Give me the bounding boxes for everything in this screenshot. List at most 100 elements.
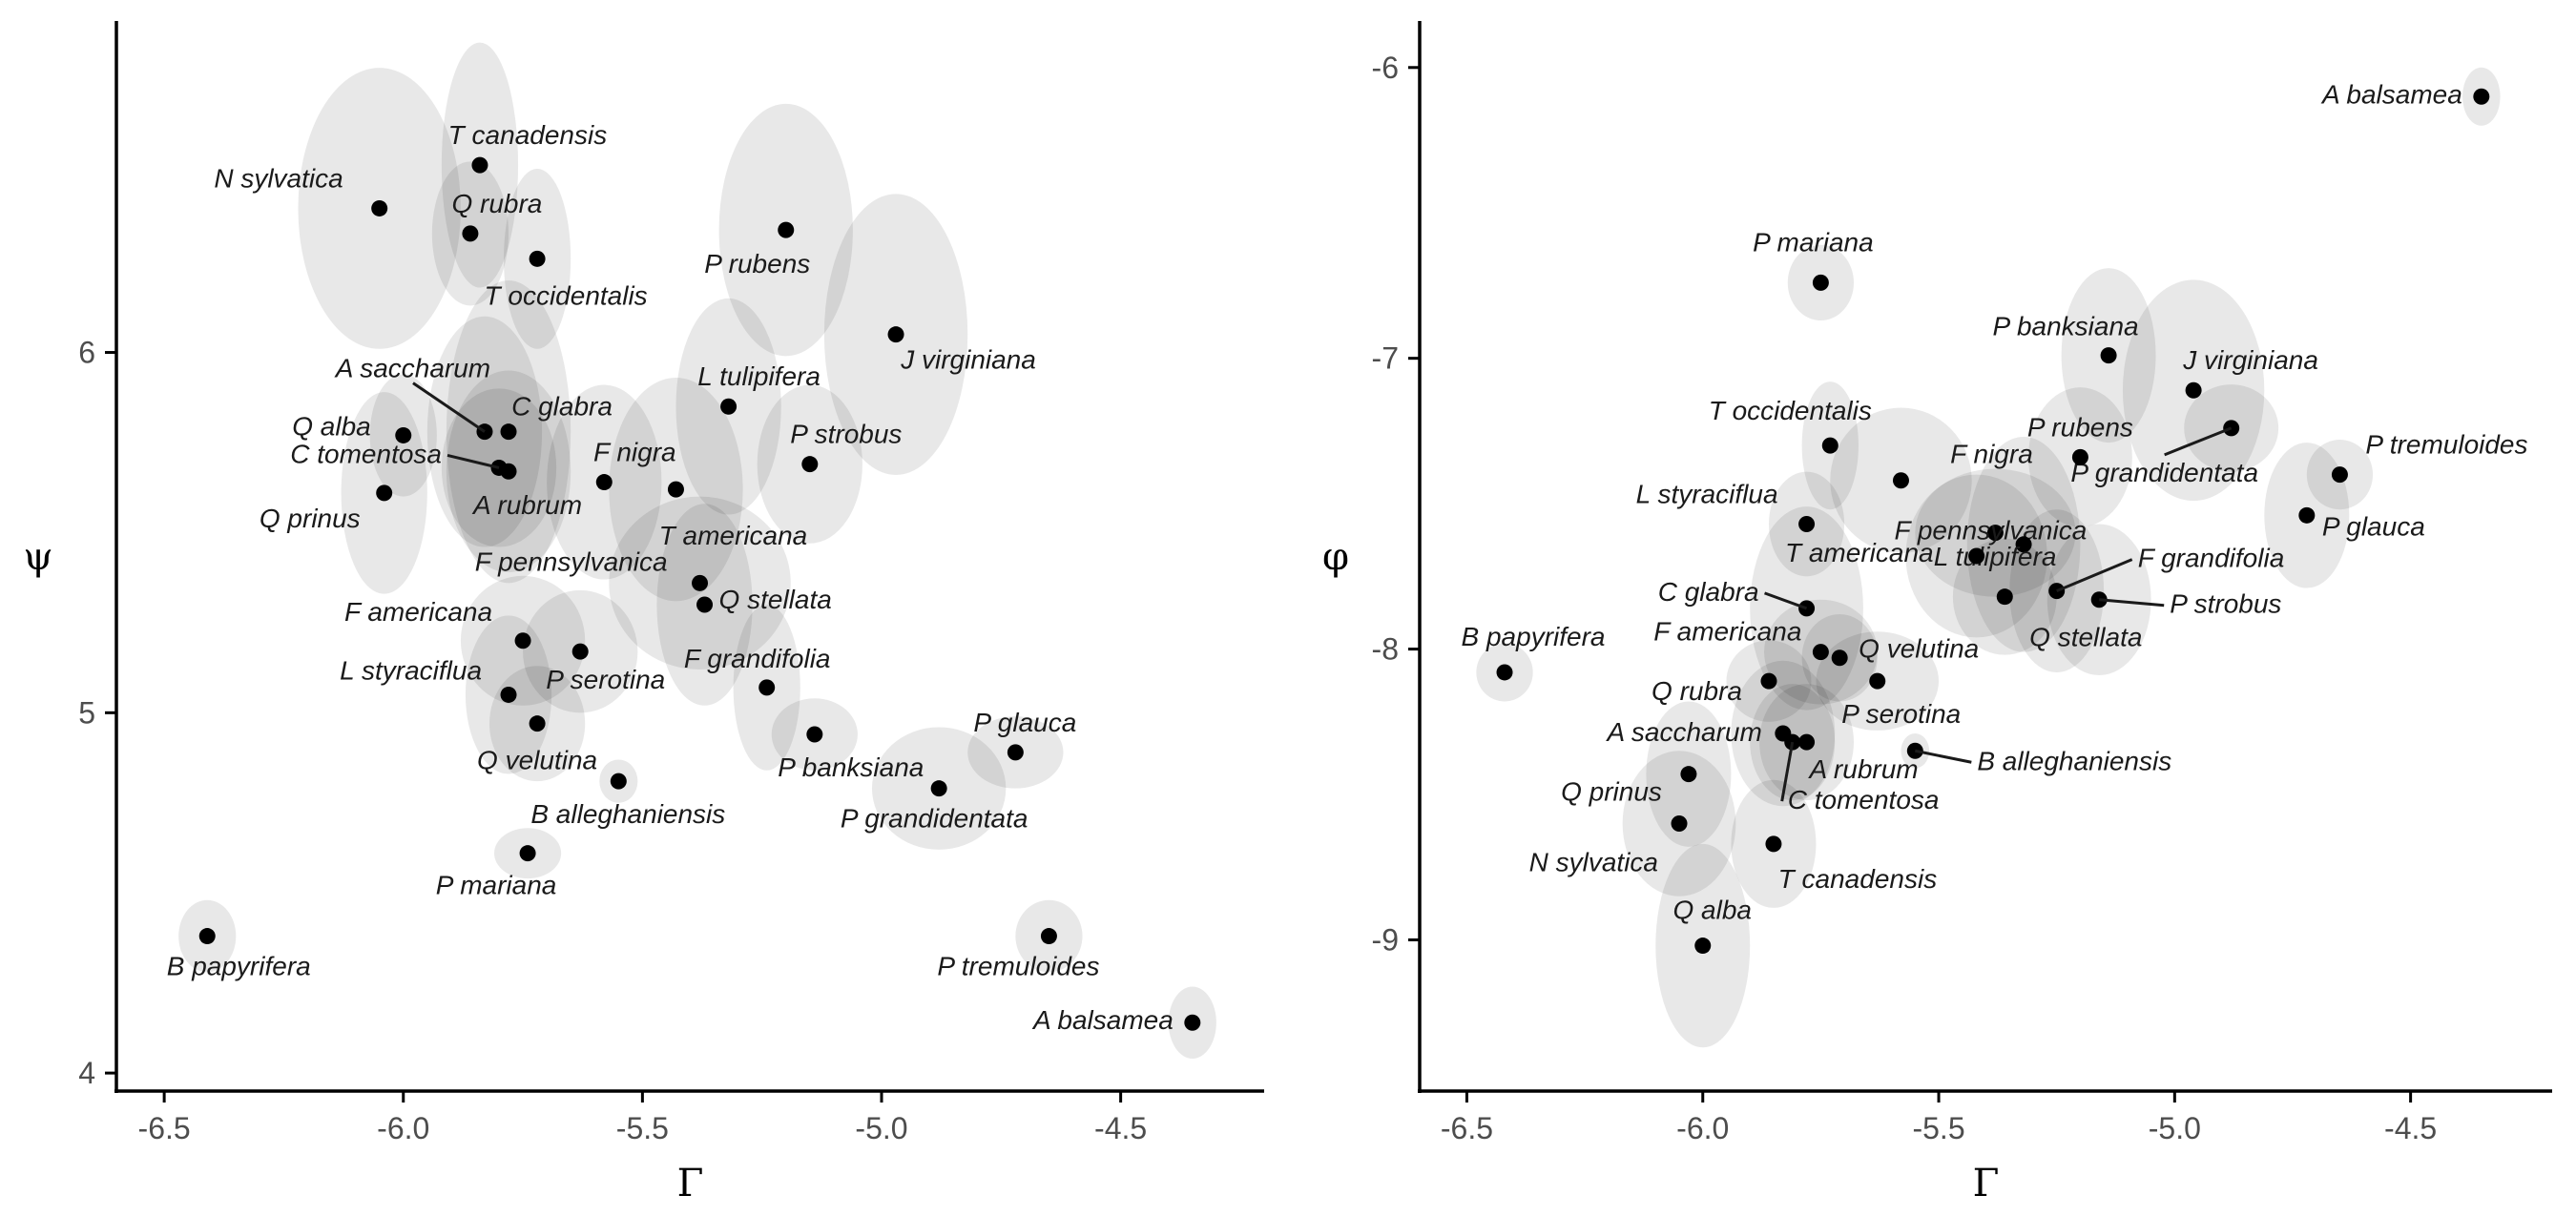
x-axis-title: Γ	[1973, 1162, 2000, 1206]
y-axis-title: φ	[1322, 535, 1349, 579]
point-label: Q velutina	[1859, 634, 1979, 664]
data-point	[595, 474, 613, 491]
point-label: L styraciflua	[1636, 479, 1778, 508]
point-label: P serotina	[546, 665, 665, 694]
point-label: Q alba	[1673, 896, 1753, 925]
data-point	[1765, 835, 1782, 853]
point-label: Q stellata	[719, 585, 832, 614]
y-tick-label: 4	[78, 1056, 95, 1090]
point-label: F grandifolia	[684, 644, 831, 673]
panel-phi: -6.5 -6.0 -5.5 -5.0 -4.5 -9 -8 -7 -6 Γφ A balsamea…	[1322, 21, 2552, 1206]
data-point	[529, 250, 546, 267]
point-label: F americana	[344, 597, 492, 627]
point-label: L tulipifera	[1934, 542, 2057, 571]
point-label: P grandidentata	[841, 804, 1028, 834]
point-label: Q rubra	[451, 189, 542, 218]
data-point	[610, 773, 627, 790]
point-label: A saccharum	[334, 354, 490, 383]
point-label: P glauca	[2322, 511, 2425, 541]
data-point	[1986, 525, 2004, 542]
data-point	[198, 928, 216, 945]
panel-psi: -6.5 -6.0 -5.5 -5.0 -4.5 4 5 6 Γψ N sylvatica T ca…	[23, 21, 1264, 1206]
data-point	[1892, 472, 1909, 489]
y-tick-label: -8	[1372, 632, 1399, 667]
data-point	[500, 463, 517, 480]
point-label: T americana	[1785, 538, 1934, 567]
data-point	[1831, 649, 1848, 667]
data-point	[571, 643, 589, 660]
data-point	[1680, 766, 1697, 783]
data-point	[2015, 536, 2032, 553]
point-label: F nigra	[593, 438, 676, 467]
point-label: T occidentalis	[1709, 396, 1872, 425]
point-label: A balsamea	[2320, 79, 2462, 109]
data-point	[529, 715, 546, 732]
point-label: A rubrum	[471, 490, 582, 520]
point-label: P tremuloides	[937, 952, 1099, 981]
data-point	[395, 426, 412, 443]
x-tick-label: -6.0	[377, 1111, 429, 1145]
data-point	[462, 225, 479, 242]
data-point	[2298, 506, 2316, 524]
x-tick-label: -5.0	[855, 1111, 907, 1145]
point-label: A saccharum	[1605, 717, 1761, 747]
label-leader-line	[1764, 591, 1808, 610]
point-label: T occidentalis	[485, 280, 648, 310]
data-point	[1996, 588, 2013, 606]
point-label: P glauca	[973, 708, 1076, 737]
data-point	[1760, 672, 1777, 690]
data-point	[500, 686, 517, 703]
point-label: P rubens	[704, 249, 810, 278]
data-point	[1184, 1014, 1201, 1031]
point-label: Q prinus	[1561, 777, 1662, 807]
data-point	[2071, 448, 2088, 465]
x-tick-label: -4.5	[1094, 1111, 1147, 1145]
point-label: F nigra	[1950, 440, 2033, 469]
label-leader-line	[2099, 598, 2165, 608]
point-label: N sylvatica	[1529, 848, 1658, 877]
data-point	[514, 632, 531, 649]
data-point	[696, 596, 714, 613]
data-point	[1694, 938, 1712, 955]
point-label: L tulipifera	[697, 361, 821, 391]
point-label: C tomentosa	[290, 439, 442, 468]
x-tick-label: -5.0	[2149, 1111, 2201, 1145]
point-label: P serotina	[1841, 699, 1961, 729]
data-point	[806, 726, 823, 743]
data-point	[778, 221, 795, 238]
point-label: J virginiana	[900, 345, 1036, 375]
data-point	[500, 423, 517, 441]
data-point	[1968, 547, 1985, 565]
point-label: P grandidentata	[2070, 458, 2258, 487]
point-label: F americana	[1653, 617, 1801, 647]
point-label: B alleghaniensis	[530, 799, 725, 829]
data-point	[1812, 274, 1829, 291]
point-label: A balsamea	[1031, 1005, 1174, 1035]
point-label: Q alba	[292, 411, 371, 441]
point-label: P rubens	[2027, 412, 2133, 442]
data-point	[1869, 672, 1886, 690]
point-label: A rubrum	[1808, 754, 1919, 784]
point-label: T canadensis	[1778, 864, 1938, 894]
data-point	[376, 484, 393, 502]
data-point	[476, 423, 493, 441]
data-point	[801, 456, 819, 473]
data-point	[1040, 928, 1057, 945]
data-point	[1007, 744, 1024, 761]
point-label: L styraciflua	[340, 655, 482, 685]
point-label: F pennsylvanica	[475, 546, 668, 576]
point-label: B alleghaniensis	[1977, 746, 2171, 775]
point-label: B papyrifera	[167, 952, 311, 981]
data-point	[930, 780, 947, 797]
label-leader-line	[1915, 749, 1972, 764]
data-point	[1798, 515, 1816, 532]
point-label: Q prinus	[260, 504, 361, 533]
data-point	[758, 679, 776, 696]
point-label: P banksiana	[778, 752, 924, 782]
point-label: T americana	[659, 521, 808, 550]
y-axis-title: ψ	[23, 535, 52, 579]
x-tick-label: -6.5	[1441, 1111, 1493, 1145]
point-label: F grandifolia	[2138, 544, 2285, 573]
point-label: T canadensis	[448, 120, 608, 150]
